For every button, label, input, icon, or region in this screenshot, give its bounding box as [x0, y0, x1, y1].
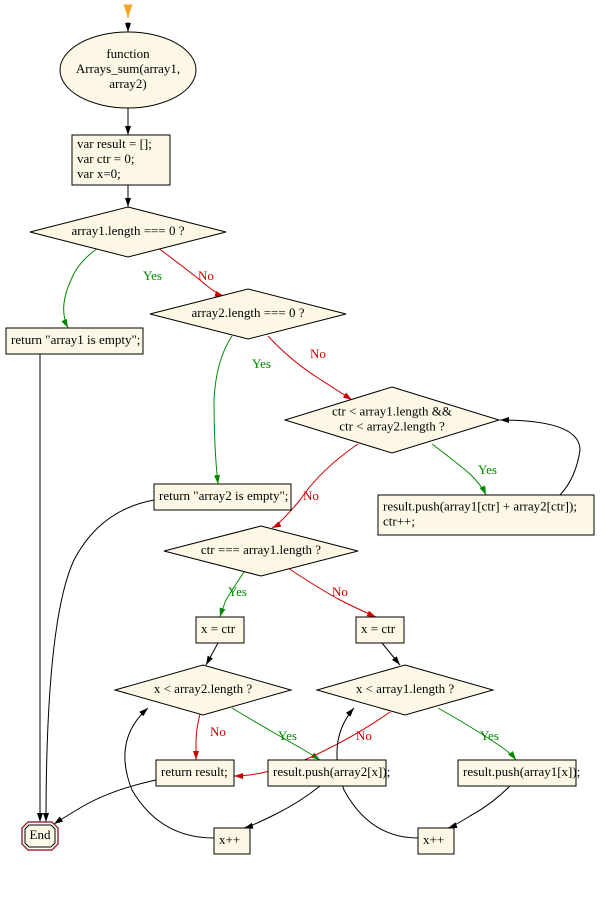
node-d3: ctr < array1.length &&ctr < array2.lengt…	[285, 387, 499, 453]
edge-push3-xpp2	[448, 786, 510, 828]
svg-text:array2.length === 0 ?: array2.length === 0 ?	[192, 305, 305, 320]
node-retres: return result;	[156, 760, 234, 786]
svg-text:return "array1 is empty";: return "array1 is empty";	[11, 332, 140, 347]
node-d6: x < array1.length ?	[317, 665, 493, 715]
svg-text:ctr < array2.length ?: ctr < array2.length ?	[339, 418, 445, 433]
edge-xctrR-d6	[382, 643, 400, 665]
node-d2: array2.length === 0 ?	[150, 289, 346, 339]
svg-text:array2): array2)	[109, 76, 147, 91]
node-init: var result = [];var ctr = 0;var x=0;	[72, 135, 170, 185]
svg-text:var result = [];: var result = [];	[77, 136, 152, 151]
svg-text:x < array1.length ?: x < array1.length ?	[356, 681, 455, 696]
edge-d6-push3	[438, 708, 516, 760]
edge-push2-xpp1	[244, 786, 320, 828]
node-xpp2: x++	[418, 828, 454, 854]
edge-label-yes: Yes	[228, 584, 247, 599]
node-push3: result.push(array1[x]);	[458, 760, 580, 786]
edge-label-no: No	[210, 724, 226, 739]
svg-text:result.push(array1[ctr] + arra: result.push(array1[ctr] + array2[ctr]);	[383, 498, 577, 513]
svg-text:ctr++;: ctr++;	[383, 513, 415, 528]
svg-text:Arrays_sum(array1,: Arrays_sum(array1,	[76, 61, 180, 76]
edge-xctrL-d5	[206, 643, 218, 665]
node-r2: return "array2 is empty";	[154, 484, 291, 510]
svg-text:return "array2 is empty";: return "array2 is empty";	[159, 488, 288, 503]
svg-text:End: End	[30, 827, 51, 842]
svg-text:x++: x++	[423, 832, 444, 847]
edge-d1-d2	[158, 248, 224, 296]
node-push1: result.push(array1[ctr] + array2[ctr]);c…	[378, 495, 594, 535]
node-xctrL: x = ctr	[196, 617, 244, 643]
edge-d1-r1	[64, 248, 98, 328]
svg-text:x = ctr: x = ctr	[361, 621, 396, 636]
edge-label-no: No	[310, 346, 326, 361]
edge-label-yes: Yes	[278, 728, 297, 743]
node-func: functionArrays_sum(array1,array2)	[60, 32, 196, 108]
edge-r2-end	[46, 500, 154, 822]
svg-text:return result;: return result;	[161, 764, 228, 779]
svg-text:x++: x++	[219, 832, 240, 847]
svg-text:result.push(array2[x]);: result.push(array2[x]);	[273, 764, 390, 779]
edge-label-no: No	[303, 488, 319, 503]
node-d1: array1.length === 0 ?	[30, 207, 226, 257]
svg-text:function: function	[106, 46, 150, 61]
edge-label-no: No	[356, 728, 372, 743]
flowchart: Yes No Yes No Yes No Yes No No Yes No Yes functionAr…	[0, 0, 613, 908]
svg-text:ctr === array1.length ?: ctr === array1.length ?	[201, 542, 321, 557]
node-push2: result.push(array2[x]);	[268, 760, 390, 786]
svg-text:result.push(array1[x]);: result.push(array1[x]);	[463, 764, 580, 779]
edge-label-yes: Yes	[143, 268, 162, 283]
edge-label-no: No	[332, 584, 348, 599]
svg-text:array1.length === 0 ?: array1.length === 0 ?	[72, 223, 185, 238]
edge-label-yes: Yes	[252, 356, 271, 371]
node-xpp1: x++	[214, 828, 250, 854]
node-r1: return "array1 is empty";	[6, 328, 143, 354]
node-d5: x < array2.length ?	[115, 665, 291, 715]
svg-text:ctr < array1.length &&: ctr < array1.length &&	[332, 403, 452, 418]
edge-d2-r2	[214, 336, 232, 484]
node-d4: ctr === array1.length ?	[164, 526, 358, 576]
svg-text:var x=0;: var x=0;	[77, 166, 121, 181]
edge-d5-push2	[232, 708, 320, 760]
edge-d5-retres	[196, 714, 200, 760]
svg-text:x = ctr: x = ctr	[201, 621, 236, 636]
svg-text:x < array2.length ?: x < array2.length ?	[154, 681, 253, 696]
edge-push1-d3	[500, 420, 580, 495]
edge-label-yes: Yes	[478, 462, 497, 477]
node-end: End	[22, 822, 58, 850]
edge-label-yes: Yes	[480, 728, 499, 743]
svg-text:var ctr = 0;: var ctr = 0;	[77, 151, 135, 166]
edge-label-no: No	[198, 268, 214, 283]
node-xctrR: x = ctr	[356, 617, 404, 643]
edge-retres-end	[54, 780, 156, 824]
